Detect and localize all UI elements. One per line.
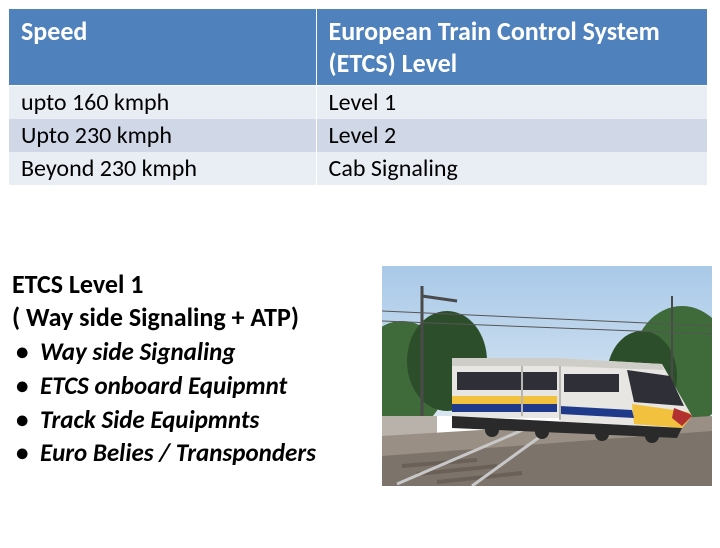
train-image (382, 266, 712, 486)
details-subtitle: ( Way side Signaling + ATP) (12, 301, 392, 334)
list-item: Way side Signaling (12, 335, 392, 369)
cell-level: Level 1 (316, 86, 707, 120)
list-item: Track Side Equipmnts (12, 403, 392, 437)
list-item: Euro Belies / Transponders (12, 436, 392, 470)
cell-level: Level 2 (316, 119, 707, 152)
list-item: ETCS onboard Equipmnt (12, 369, 392, 403)
cell-level: Cab Signaling (316, 152, 707, 185)
cell-speed: upto 160 kmph (9, 86, 317, 120)
etcs-details: ETCS Level 1 ( Way side Signaling + ATP)… (12, 268, 392, 470)
cell-speed: Beyond 230 kmph (9, 152, 317, 185)
table-row: Upto 230 kmph Level 2 (9, 119, 708, 152)
details-list: Way side Signaling ETCS onboard Equipmnt… (12, 335, 392, 470)
train-icon (382, 266, 712, 486)
table-row: upto 160 kmph Level 1 (9, 86, 708, 120)
cell-speed: Upto 230 kmph (9, 119, 317, 152)
header-speed: Speed (9, 9, 317, 86)
table-row: Beyond 230 kmph Cab Signaling (9, 152, 708, 185)
header-level: European Train Control System (ETCS) Lev… (316, 9, 707, 86)
details-title: ETCS Level 1 (12, 268, 392, 301)
etcs-table: Speed European Train Control System (ETC… (8, 8, 708, 185)
